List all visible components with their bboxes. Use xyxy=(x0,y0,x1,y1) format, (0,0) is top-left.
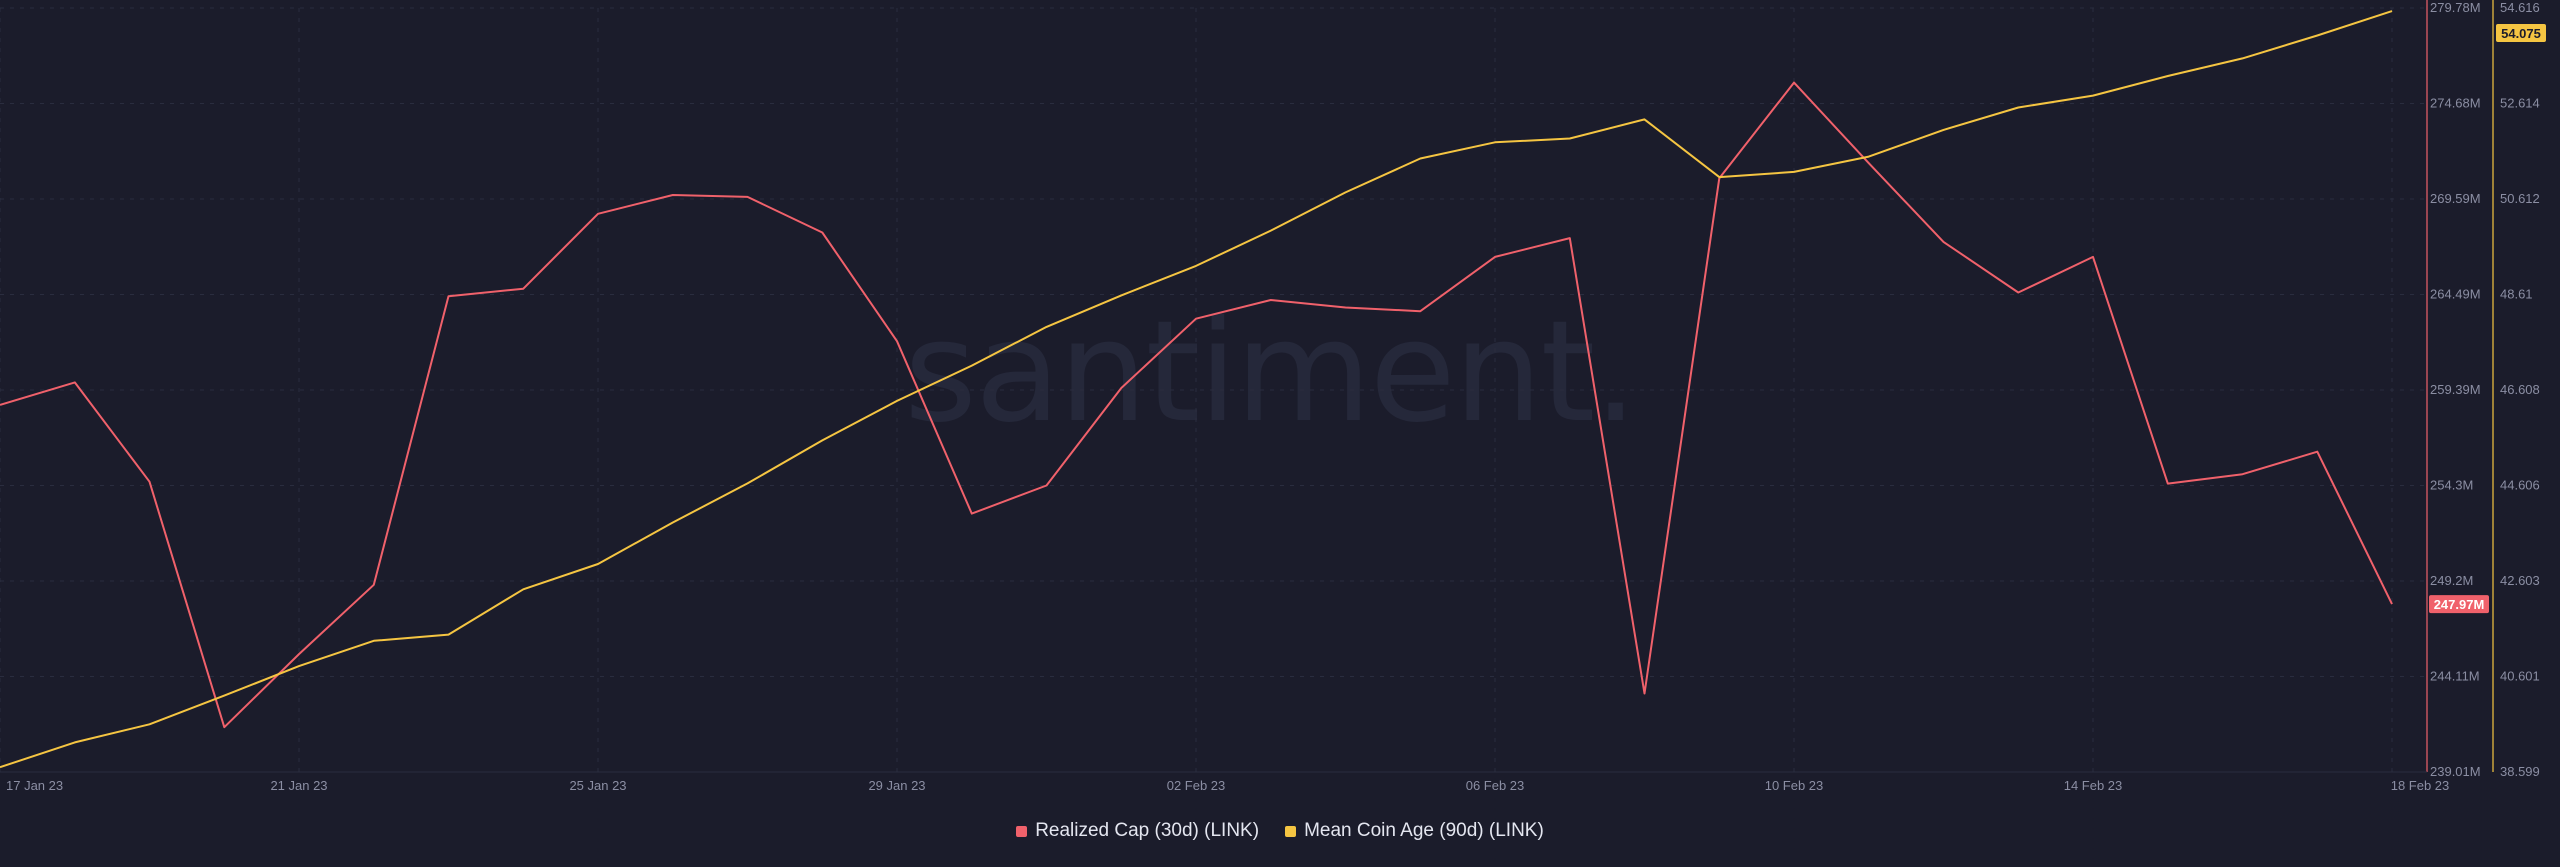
y-right-tick-label: 40.601 xyxy=(2500,669,2540,684)
y-left-tick-label: 274.68M xyxy=(2430,96,2481,111)
x-tick-label: 14 Feb 23 xyxy=(2064,778,2123,793)
grid-lines xyxy=(0,7,2427,773)
watermark-text: santiment. xyxy=(904,291,1636,454)
legend-swatch-realized-cap xyxy=(1016,825,1028,837)
y-right-tick-label: 48.61 xyxy=(2500,287,2533,302)
y-right-tick-label: 50.612 xyxy=(2500,191,2540,206)
badge-realized-cap-last xyxy=(2429,595,2489,614)
y-left-tick-label: 269.59M xyxy=(2430,191,2481,206)
x-tick-label: 17 Jan 23 xyxy=(6,778,63,793)
legend-swatch-mean-coin-age xyxy=(1285,825,1297,837)
series-line-realized-cap xyxy=(0,81,2393,729)
y-left-tick-label: 254.3M xyxy=(2430,478,2473,493)
y-right-tick-label: 42.603 xyxy=(2500,573,2540,588)
badge-realized-cap-label: 247.97M xyxy=(2434,597,2485,612)
x-tick-label: 21 Jan 23 xyxy=(270,778,327,793)
y-right-tick-label: 44.606 xyxy=(2500,478,2540,493)
legend-item-mean-coin-age[interactable]: Mean Coin Age (90d) (LINK) xyxy=(1285,820,1544,842)
legend-label-realized-cap: Realized Cap (30d) (LINK) xyxy=(1035,820,1260,841)
x-tick-label: 18 Feb 23 xyxy=(2391,778,2450,793)
series-lines xyxy=(0,10,2393,769)
x-tick-label: 06 Feb 23 xyxy=(1466,778,1525,793)
y-left-tick-label: 279.78M xyxy=(2430,0,2481,15)
y-left-tick-label: 244.11M xyxy=(2430,669,2480,684)
x-tick-label: 29 Jan 23 xyxy=(868,778,925,793)
x-tick-label: 25 Jan 23 xyxy=(569,778,626,793)
badge-mean-coin-age-label: 54.075 xyxy=(2501,26,2541,41)
badge-mean-coin-age-last xyxy=(2496,24,2546,42)
y-right-tick-label: 46.608 xyxy=(2500,382,2540,397)
axis-lines xyxy=(0,0,2494,773)
y-right-tick-label: 54.616 xyxy=(2500,0,2540,15)
y-right-tick-label: 38.599 xyxy=(2500,764,2540,779)
y-left-tick-label: 264.49M xyxy=(2430,287,2481,302)
x-axis-ticks: 17 Jan 23 21 Jan 23 25 Jan 23 29 Jan 23 02 F… xyxy=(6,778,2449,793)
x-tick-label: 02 Feb 23 xyxy=(1167,778,1226,793)
legend-label-mean-coin-age: Mean Coin Age (90d) (LINK) xyxy=(1304,820,1544,841)
y-right-axis-ticks: 38.599 40.601 42.603 44.606 46.608 48.61 50.61… xyxy=(2500,0,2540,779)
legend: Realized Cap (30d) (LINK) Mean Coin Age … xyxy=(0,820,2560,842)
y-left-tick-label: 259.39M xyxy=(2430,382,2481,397)
last-value-badges: 247.97M 54.075 xyxy=(2429,24,2546,614)
x-tick-label: 10 Feb 23 xyxy=(1765,778,1824,793)
y-left-tick-label: 239.01M xyxy=(2430,764,2481,779)
y-right-tick-label: 52.614 xyxy=(2500,96,2540,111)
chart-canvas: santiment. 17 Jan 23 21 Jan 23 25 Jan 23 29… xyxy=(0,0,2546,793)
legend-item-realized-cap[interactable]: Realized Cap (30d) (LINK) xyxy=(1016,820,1259,842)
y-left-tick-label: 249.2M xyxy=(2430,573,2473,588)
y-left-axis-ticks: 239.01M 244.11M 249.2M 254.3M 259.39M 264.49M… xyxy=(2430,0,2481,779)
series-line-mean-coin-age xyxy=(0,10,2393,769)
